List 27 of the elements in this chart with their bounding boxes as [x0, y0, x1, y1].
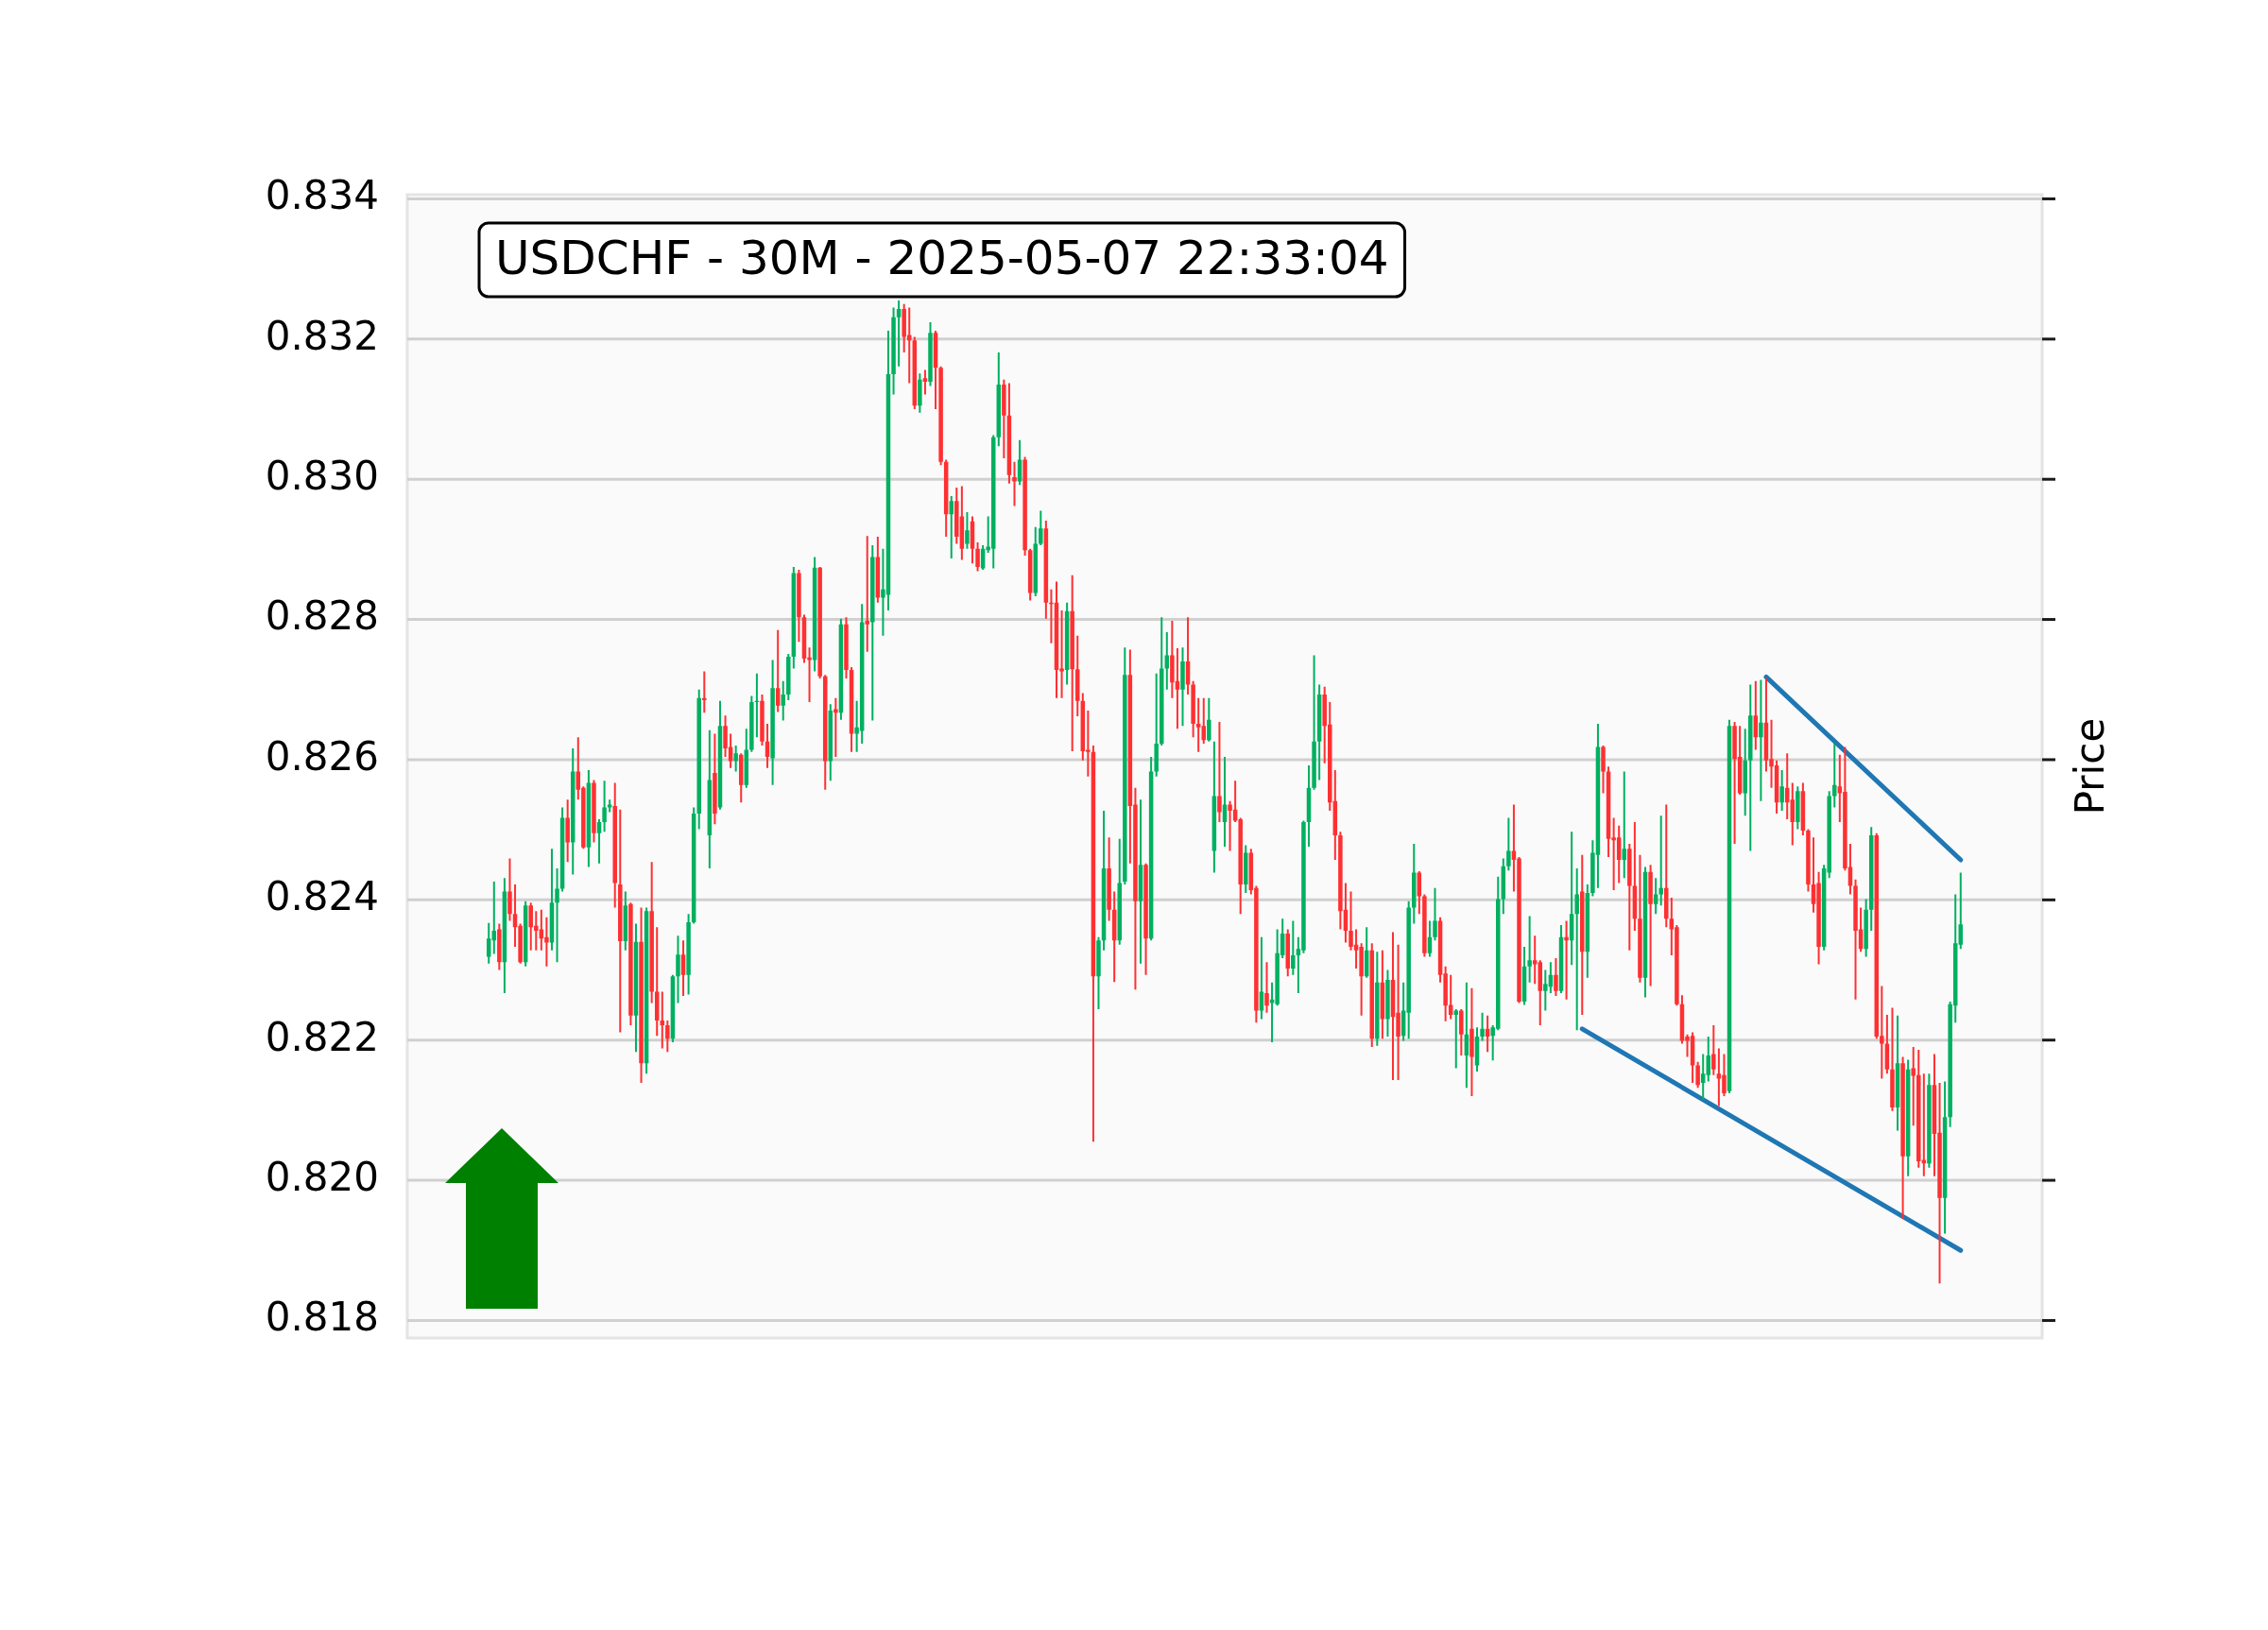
candlestick [1564, 920, 1569, 1000]
candlestick [1832, 743, 1837, 808]
candlestick [555, 867, 559, 963]
y-tick-label: 0.834 [265, 172, 379, 219]
candlestick [1532, 935, 1538, 985]
candlestick [1527, 916, 1532, 983]
candlestick [1574, 867, 1579, 1031]
candlestick [1759, 679, 1763, 801]
candlestick [1217, 721, 1222, 822]
candlestick [833, 697, 838, 757]
candlestick [1658, 815, 1663, 906]
candlestick [865, 536, 869, 652]
y-axis-title: Price [2066, 717, 2113, 815]
y-tick-label: 0.826 [265, 732, 379, 780]
y-tick-label: 0.818 [265, 1294, 379, 1341]
y-tick-label: 0.832 [265, 312, 379, 359]
candlestick [660, 991, 665, 1049]
y-tick-label: 0.820 [265, 1153, 379, 1200]
text: USDCHF - 30M - 2025-05-07 22:33:04 [495, 230, 1389, 285]
y-tick-label: 0.822 [265, 1013, 379, 1060]
y-tick-label: 0.828 [265, 592, 379, 640]
y-tick-label: 0.824 [265, 873, 379, 920]
candlestick [702, 671, 707, 713]
candlestick [754, 673, 760, 738]
candlestick [1012, 461, 1017, 506]
candlestick [1453, 1009, 1459, 1069]
y-tick-label: 0.830 [265, 453, 379, 500]
